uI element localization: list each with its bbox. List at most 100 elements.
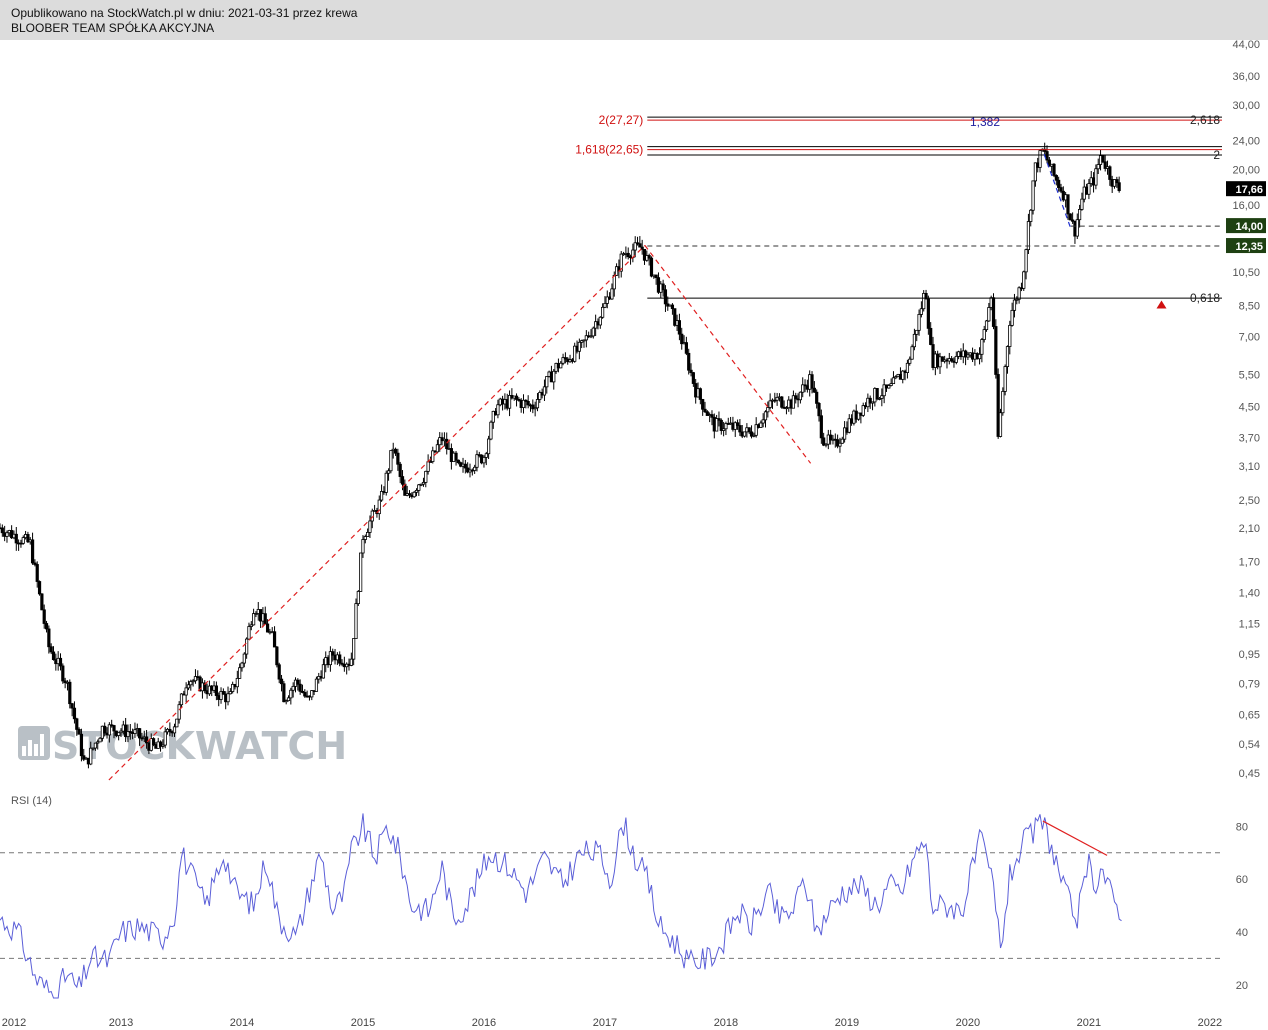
candle-body [1094,168,1098,186]
candle-body [1047,159,1051,167]
candle-body [407,493,412,496]
price-tag-label: 14,00 [1235,221,1263,233]
candle-body [1066,194,1070,215]
candle-body [321,664,326,679]
candle-body [298,683,302,692]
candle-body [905,362,910,373]
candle-body [847,418,851,433]
candle-body [738,425,742,433]
candle-body [482,456,486,464]
candle-body [610,288,614,300]
candle-body [445,438,449,450]
candle-body [91,747,95,750]
candle-body [710,414,714,418]
candle-body [561,357,565,364]
candle-body [175,718,179,728]
candle-body [421,481,426,485]
candle-body [794,395,798,400]
candle-body [484,453,488,458]
rsi-tick-label: 60 [1236,874,1248,886]
candle-body [524,399,528,402]
price-chart[interactable]: STOCKWATCH 2(27,27) 1,382 2,618 1,618(22,65… [0,40,1268,1030]
candle-body [735,422,740,426]
candle-body [412,491,416,498]
candle-body [910,346,914,360]
level-lines: 2(27,27) 1,382 2,618 1,618(22,65) 2 0,618 [575,113,1222,309]
candle-body [454,452,458,461]
candle-body [379,491,384,501]
candle-body [950,358,954,362]
candle-body [44,623,49,630]
candle-body [384,472,388,493]
candle-body [1117,182,1121,192]
rsi-tick-label: 80 [1236,821,1248,833]
rsi-line [0,813,1122,999]
candle-body [663,289,668,305]
candle-body [426,461,430,472]
price-tag-box [1226,238,1266,254]
candle-body [252,613,256,626]
candle-body [722,428,726,431]
candle-body [754,424,758,436]
candle-body [801,384,805,393]
candle-body [891,377,896,385]
rsi-tick-label: 20 [1236,980,1248,992]
watermark: STOCKWATCH [18,724,347,768]
candle-body [1017,287,1021,300]
candle-body [635,242,640,245]
candle-body [186,684,191,689]
price-tick-label: 0,79 [1239,678,1260,690]
candle-body [1026,221,1031,251]
candle-body [279,678,284,685]
candle-body [991,297,996,327]
candle-body [1031,180,1035,211]
candle-body [487,438,491,455]
rsi-panel: RSI (14) [0,795,1222,999]
candle-body [1096,164,1100,170]
candle-body [240,662,244,669]
year-tick-label: 2022 [1198,1017,1222,1029]
candle-body [79,733,84,757]
candle-body [1001,391,1005,414]
candle-body [817,402,821,417]
candle-body [703,408,707,413]
candle-body [275,646,279,666]
candle-body [987,307,991,322]
candle-body [63,680,67,684]
candle-body [717,418,721,421]
candle-body [880,395,884,399]
candle-body [303,692,307,697]
candle-body [810,374,814,389]
candle-body [361,539,365,554]
candle-body [963,350,968,358]
candle-body [435,444,440,453]
candle-body [856,412,861,420]
candle-body [51,651,56,661]
candle-body [424,470,428,483]
rsi-divergence-line [1042,820,1108,856]
candle-body [747,427,751,433]
candle-body [70,703,74,709]
candle-body [265,623,270,633]
candle-body [861,405,865,416]
candle-body [21,537,25,544]
candle-body [517,399,521,401]
candle-body [366,531,370,537]
candle-body [633,242,637,251]
candle-body [670,304,675,310]
candle-body [368,520,372,533]
candle-body [77,729,81,735]
candle-body [1045,151,1049,161]
price-tick-label: 30,00 [1232,100,1260,112]
candle-body [538,392,542,400]
candle-body [840,438,844,444]
candle-body [917,314,921,331]
candle-body [680,333,684,345]
candle-body [98,737,102,743]
candle-body [521,399,526,408]
candle-body [619,253,623,272]
candle-body [284,700,288,703]
candle-body [1057,179,1061,188]
candle-body [691,372,695,384]
candle-body [998,412,1003,437]
